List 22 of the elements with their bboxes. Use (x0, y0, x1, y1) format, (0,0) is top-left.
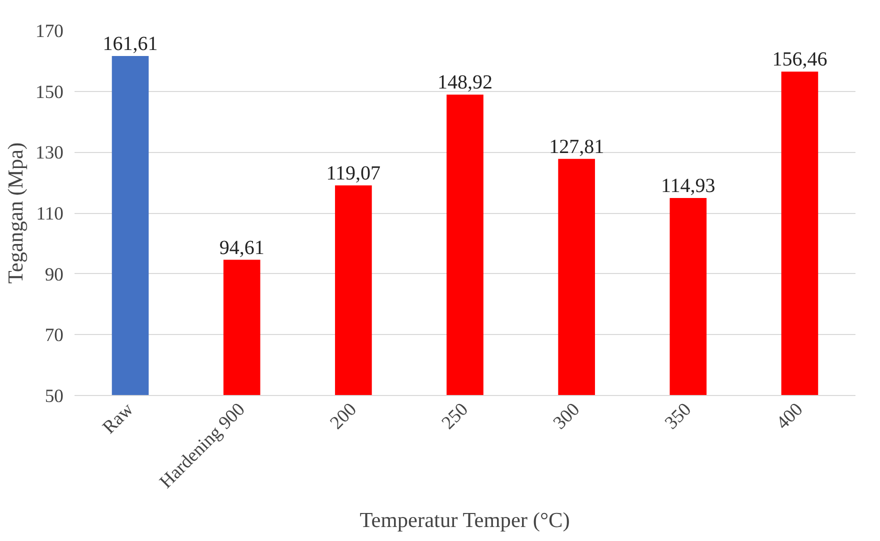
x-tick-label: 400 (772, 399, 808, 434)
x-tick-label: 250 (438, 399, 472, 434)
x-tick-label: 200 (326, 399, 361, 434)
y-tick-label: 90 (44, 264, 64, 286)
data-label: 94,61 (219, 236, 264, 259)
data-label: 114,93 (661, 175, 716, 198)
y-tick-label: 70 (44, 325, 64, 346)
x-tick-label: Raw (98, 398, 138, 438)
data-label: 127,81 (549, 136, 604, 158)
x-tick-label: 300 (549, 399, 584, 434)
y-tick-label: 130 (36, 142, 64, 164)
x-axis-title: Temperatur Temper (°C) (360, 508, 570, 532)
y-tick-label: 150 (36, 82, 64, 103)
data-label: 161,61 (102, 33, 158, 56)
data-label: 156,46 (772, 48, 828, 71)
y-tick-label: 170 (36, 21, 64, 42)
y-axis-title: Tegangan (Mpa) (4, 142, 28, 284)
x-tick-label: 350 (660, 399, 696, 434)
data-label: 119,07 (326, 162, 381, 184)
data-label: 148,92 (438, 72, 492, 94)
y-tick-label: 110 (36, 204, 64, 224)
y-tick-label: 50 (44, 386, 64, 407)
